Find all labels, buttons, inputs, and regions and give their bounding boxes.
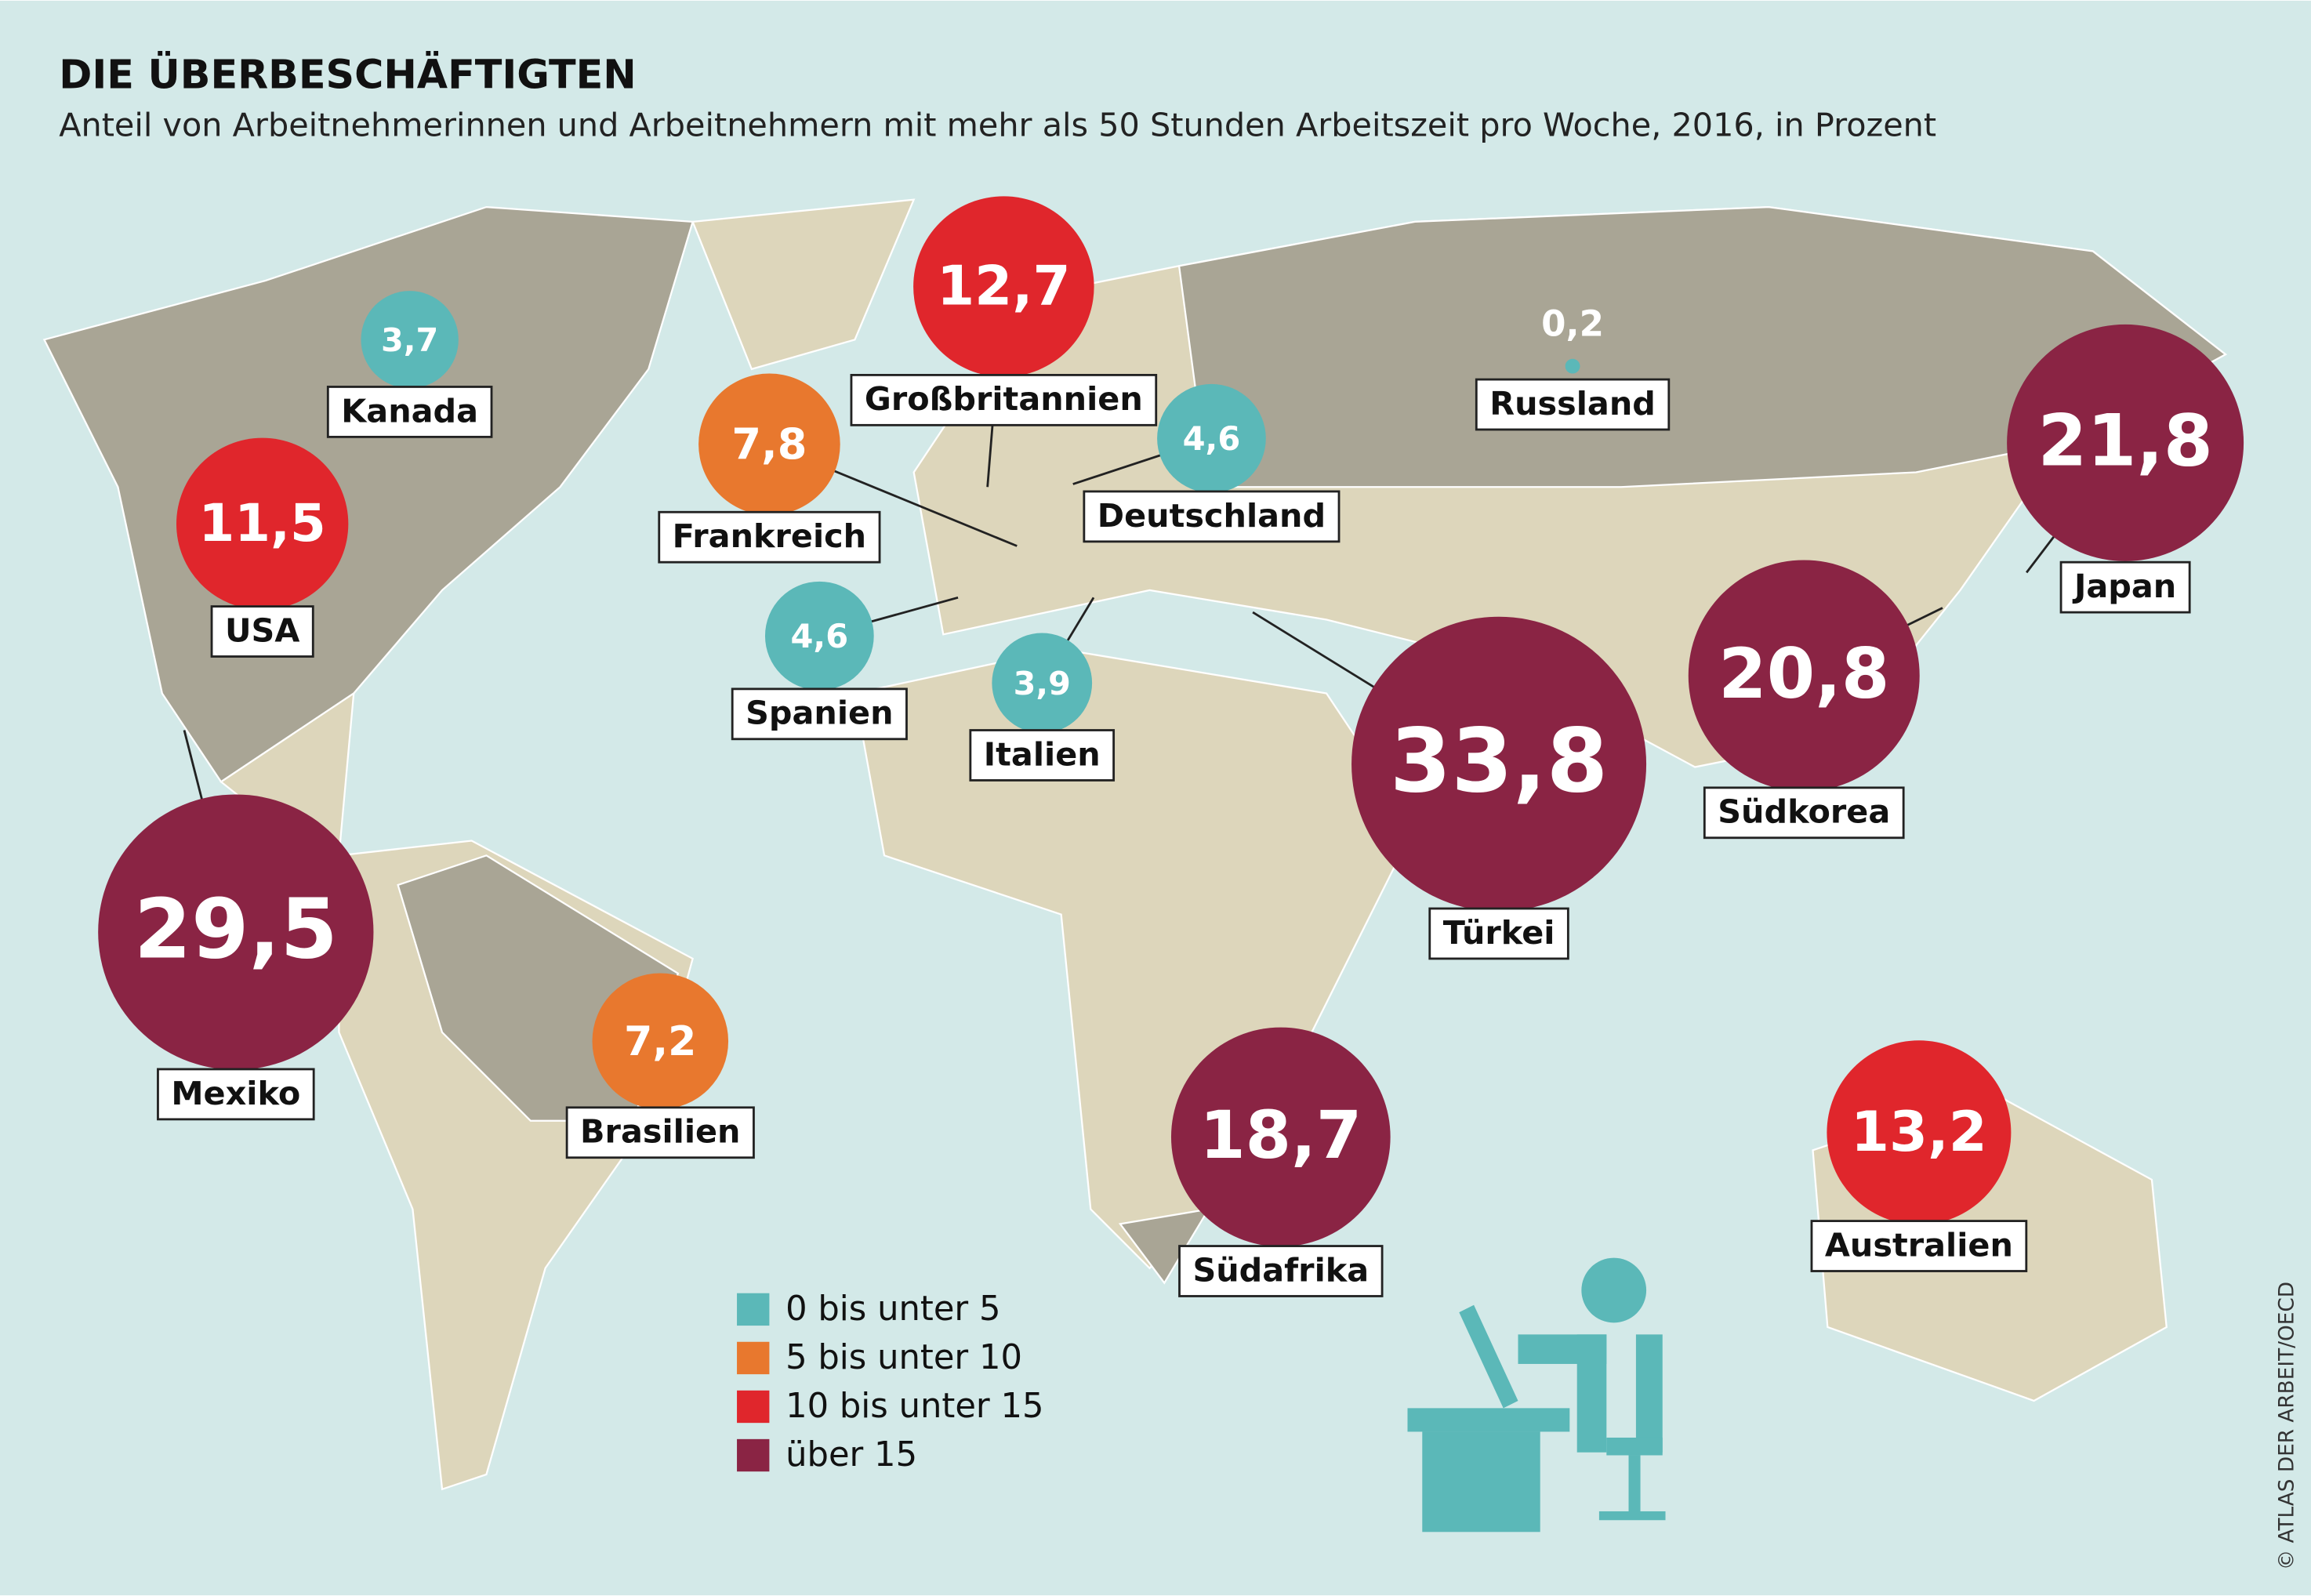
value-label: 33,8	[1390, 709, 1608, 812]
country-label: Mexiko	[171, 1075, 300, 1112]
value-label: 12,7	[937, 255, 1071, 317]
value-label: 13,2	[1851, 1100, 1987, 1164]
bubble	[1565, 358, 1580, 374]
country-label-box	[1810, 1220, 2028, 1272]
country-label-box	[731, 687, 908, 741]
value-label: 3,7	[381, 321, 438, 359]
value-label: 3,9	[1014, 665, 1071, 702]
legend-label: 10 bis unter 15	[785, 1387, 1043, 1426]
country-label: Südafrika	[1192, 1251, 1369, 1289]
country-label: Russland	[1489, 385, 1656, 423]
value-label: 21,8	[2037, 401, 2212, 483]
value-label: 4,6	[790, 617, 848, 655]
country-label: Deutschland	[1097, 497, 1326, 535]
legend-label: 0 bis unter 5	[785, 1289, 1000, 1329]
country-label: Türkei	[1443, 914, 1555, 952]
country-label: Spanien	[746, 695, 893, 732]
bubble	[698, 373, 840, 516]
value-label: 7,2	[624, 1018, 696, 1065]
country-label-box	[2059, 560, 2191, 614]
country-label-box	[326, 386, 493, 438]
subtitle: Anteil von Arbeitnehmerinnen und Arbeitn…	[59, 107, 1936, 144]
country-label: Frankreich	[673, 517, 866, 555]
worker-icon	[1407, 1163, 1732, 1533]
country-label: Großbritannien	[865, 380, 1143, 418]
bubble	[592, 973, 729, 1109]
bubble	[2007, 324, 2244, 561]
bubble	[1351, 616, 1647, 912]
country-label: Kanada	[341, 392, 478, 430]
value-label: 0,2	[1541, 303, 1604, 344]
legend-label: 5 bis unter 10	[785, 1338, 1022, 1377]
value-label: 11,5	[199, 493, 326, 553]
country-label-box	[157, 1068, 315, 1121]
bubble	[913, 196, 1094, 377]
value-label: 20,8	[1718, 633, 1889, 714]
bubble	[764, 581, 874, 691]
value-label: 29,5	[134, 881, 338, 978]
country-label: Italien	[984, 735, 1101, 773]
country-label: Südkorea	[1718, 793, 1890, 831]
source: © ATLAS DER ARBEIT/OECD	[2275, 1282, 2298, 1570]
country-label: Australien	[1825, 1226, 2013, 1264]
bubble	[1170, 1027, 1391, 1247]
country-label-box	[1083, 490, 1341, 543]
country-label-box	[1475, 378, 1671, 431]
country-label-box	[1178, 1245, 1384, 1297]
value-label: 7,8	[731, 419, 807, 469]
bubble	[1688, 560, 1920, 792]
bubble	[98, 794, 374, 1070]
legend-label: über 15	[785, 1435, 917, 1474]
country-label: Brasilien	[580, 1113, 740, 1151]
legend-swatch	[737, 1341, 770, 1375]
bubble	[992, 633, 1093, 734]
legend-swatch	[737, 1293, 770, 1326]
legend-swatch	[737, 1438, 770, 1472]
country-label: USA	[225, 611, 299, 649]
value-label: 18,7	[1199, 1097, 1362, 1173]
bubble	[1157, 383, 1266, 493]
bubble	[176, 437, 349, 610]
bubble	[361, 291, 459, 389]
country-label-box	[1428, 907, 1569, 960]
value-label: 4,6	[1183, 419, 1241, 458]
country-label-box	[658, 510, 881, 564]
country-label-box	[210, 605, 314, 658]
title: DIE ÜBERBESCHÄFTIGTEN	[59, 50, 637, 98]
legend-swatch	[737, 1390, 770, 1424]
country-label-box	[850, 374, 1158, 426]
country-label-box	[969, 729, 1116, 782]
country-label-box	[565, 1106, 755, 1159]
country-label: Japan	[2072, 568, 2176, 605]
country-label-box	[1703, 786, 1905, 840]
bubble	[1827, 1040, 2012, 1225]
